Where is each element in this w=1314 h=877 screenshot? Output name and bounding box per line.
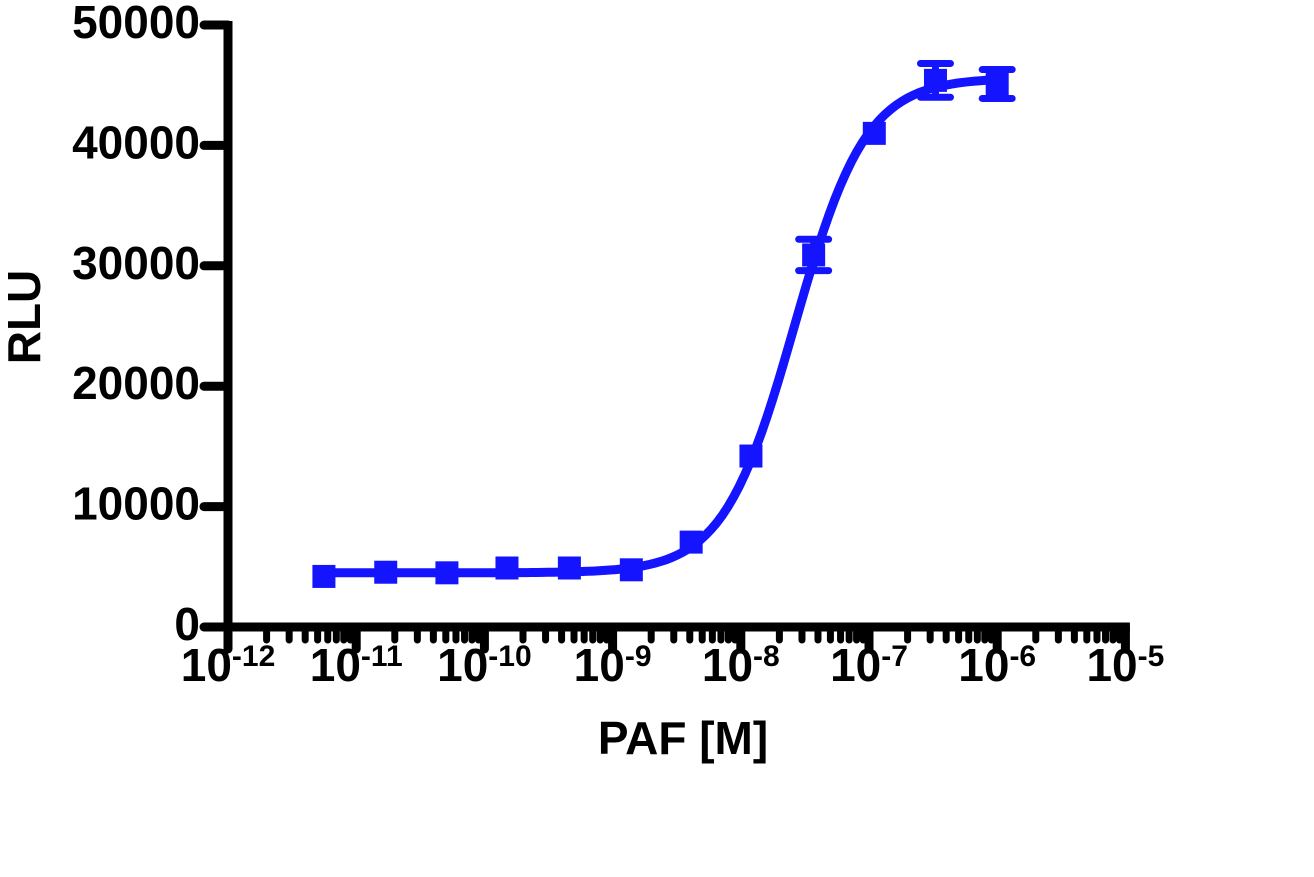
y-tick-label: 10000 [72,478,200,530]
y-tick-label: 50000 [72,0,200,48]
y-tick-label: 30000 [72,237,200,289]
x-tick-label: 10-6 [958,639,1036,691]
x-tick-label: 10-10 [437,639,532,691]
data-point [619,558,643,582]
data-point [374,560,398,584]
x-axis-title: PAF [M] [597,712,769,764]
y-axis-title: RLU [0,269,50,365]
data-point [985,72,1009,96]
x-tick-label: 10-7 [830,639,908,691]
fit-curve [319,75,1002,578]
data-point [679,530,703,554]
data-point [862,121,886,145]
x-tick-label: 10-8 [702,639,780,691]
data-point [739,444,763,468]
x-tick-label: 10-9 [574,639,652,691]
data-point [495,556,519,580]
y-tick-label: 40000 [72,116,200,168]
data-point [435,561,459,585]
x-tick-label: 10-5 [1086,639,1164,691]
data-point [802,243,826,267]
x-tick-label: 10-11 [310,639,403,691]
data-point [923,68,947,92]
data-point [312,564,336,588]
y-tick-label: 20000 [72,357,200,409]
x-tick-label: 10-12 [181,639,276,691]
y-tick-label: 0 [174,598,200,650]
data-point [557,556,581,580]
